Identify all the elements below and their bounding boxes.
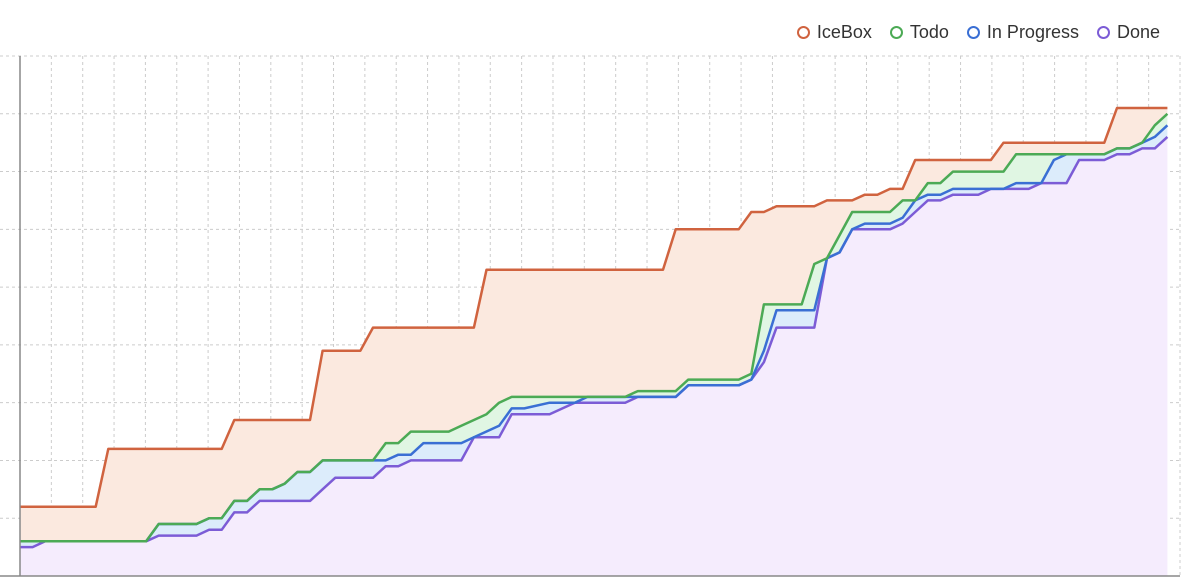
legend-label-icebox: IceBox: [816, 22, 872, 42]
legend-swatch-in-progress: [966, 26, 980, 39]
legend-label-todo: Todo: [909, 22, 949, 42]
legend-item-todo[interactable]: Todo: [889, 22, 949, 43]
legend-swatch-todo: [889, 26, 903, 39]
legend-item-in-progress[interactable]: In Progress: [966, 22, 1079, 43]
series-lines: [20, 106, 1169, 549]
area-icebox: [20, 108, 1168, 542]
series-line-icebox: [20, 106, 1168, 508]
legend-swatch-icebox: [796, 26, 810, 39]
legend-label-in-progress: In Progress: [986, 22, 1079, 42]
area-done: [20, 136, 1168, 576]
legend-swatch-done: [1096, 26, 1110, 39]
series-line-todo: [20, 112, 1169, 543]
area-todo: [20, 113, 1168, 542]
legend-label-done: Done: [1116, 22, 1160, 42]
legend: IceBox Todo In Progress Done: [796, 22, 1160, 43]
legend-item-icebox[interactable]: IceBox: [796, 22, 872, 43]
area-in-progress: [20, 125, 1168, 548]
legend-item-done[interactable]: Done: [1096, 22, 1160, 43]
area-fills: [20, 108, 1168, 576]
